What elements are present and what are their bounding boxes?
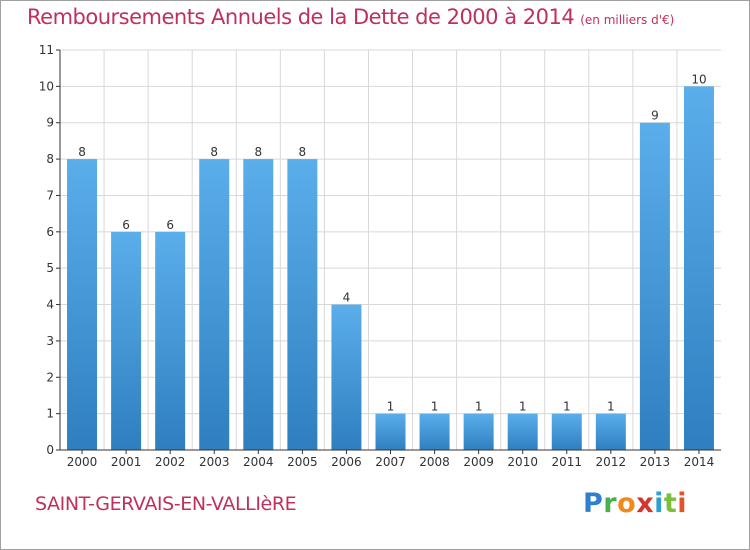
x-tick-label: 2011 bbox=[551, 455, 582, 469]
x-tick-label: 2006 bbox=[331, 455, 362, 469]
x-tick-label: 2000 bbox=[67, 455, 98, 469]
y-tick-label: 8 bbox=[46, 152, 54, 166]
axes bbox=[56, 49, 721, 454]
y-tick-label: 9 bbox=[46, 116, 54, 130]
x-tick-label: 2004 bbox=[243, 455, 274, 469]
y-tick-label: 2 bbox=[46, 370, 54, 384]
bar-value-label: 6 bbox=[166, 218, 174, 232]
bar bbox=[595, 413, 626, 450]
x-tick-label: 2009 bbox=[463, 455, 494, 469]
x-tick-label: 2003 bbox=[199, 455, 230, 469]
bar-value-label: 10 bbox=[691, 72, 706, 86]
labels: 0123456789101182000620016200282003820048… bbox=[39, 43, 715, 469]
bar-value-label: 8 bbox=[254, 145, 262, 159]
bar bbox=[551, 413, 582, 450]
y-tick-label: 10 bbox=[39, 79, 54, 93]
bar-value-label: 8 bbox=[299, 145, 307, 159]
x-tick-label: 2007 bbox=[375, 455, 406, 469]
y-tick-label: 3 bbox=[46, 334, 54, 348]
x-tick-label: 2005 bbox=[287, 455, 318, 469]
y-tick-label: 1 bbox=[46, 407, 54, 421]
x-tick-label: 2010 bbox=[507, 455, 538, 469]
y-tick-label: 11 bbox=[39, 43, 54, 57]
x-tick-label: 2008 bbox=[419, 455, 450, 469]
logo-letter: r bbox=[603, 488, 618, 519]
logo-letter: i bbox=[677, 488, 688, 519]
bar bbox=[199, 159, 230, 450]
bar bbox=[155, 231, 186, 450]
bar bbox=[375, 413, 406, 450]
logo-letter: P bbox=[583, 488, 604, 519]
bar bbox=[419, 413, 450, 450]
logo-letter: i bbox=[654, 488, 664, 519]
proxiti-logo[interactable]: Proxiti bbox=[583, 488, 687, 519]
bar bbox=[67, 159, 98, 450]
bar-value-label: 9 bbox=[651, 109, 659, 123]
x-tick-label: 2002 bbox=[155, 455, 186, 469]
x-tick-label: 2014 bbox=[684, 455, 715, 469]
bar bbox=[243, 159, 274, 450]
bar-value-label: 6 bbox=[122, 218, 130, 232]
chart-title: Remboursements Annuels de la Dette de 20… bbox=[27, 5, 674, 29]
commune-name: SAINT-GERVAIS-EN-VALLIèRE bbox=[35, 493, 297, 515]
y-tick-label: 7 bbox=[46, 188, 54, 202]
bar-value-label: 1 bbox=[519, 400, 527, 414]
bar-value-label: 1 bbox=[563, 400, 571, 414]
logo-letter: o bbox=[617, 488, 637, 519]
logo-letter: t bbox=[663, 488, 678, 519]
y-tick-label: 5 bbox=[46, 261, 54, 275]
chart-title-text: Remboursements Annuels de la Dette de 20… bbox=[27, 5, 575, 29]
bar bbox=[639, 122, 670, 451]
x-tick-label: 2012 bbox=[596, 455, 627, 469]
bar-value-label: 1 bbox=[607, 400, 615, 414]
logo-letter: x bbox=[636, 488, 655, 519]
bar bbox=[287, 159, 318, 450]
bars bbox=[67, 86, 714, 451]
bar-value-label: 1 bbox=[387, 400, 395, 414]
x-tick-label: 2001 bbox=[111, 455, 142, 469]
bar bbox=[507, 413, 538, 450]
bar bbox=[111, 231, 142, 450]
y-tick-label: 0 bbox=[46, 443, 54, 457]
chart-subtitle: (en milliers d'€) bbox=[580, 13, 675, 27]
bar-value-label: 4 bbox=[343, 291, 351, 305]
y-tick-label: 4 bbox=[46, 298, 54, 312]
bar bbox=[463, 413, 494, 450]
bar bbox=[331, 304, 362, 450]
x-tick-label: 2013 bbox=[640, 455, 671, 469]
bar-value-label: 1 bbox=[475, 400, 483, 414]
bar-value-label: 8 bbox=[210, 145, 218, 159]
bar-value-label: 8 bbox=[78, 145, 86, 159]
bar bbox=[683, 86, 714, 450]
bar-value-label: 1 bbox=[431, 400, 439, 414]
y-tick-label: 6 bbox=[46, 225, 54, 239]
